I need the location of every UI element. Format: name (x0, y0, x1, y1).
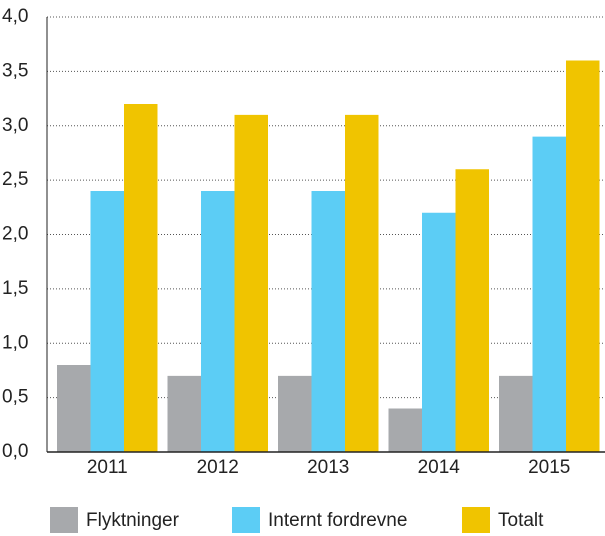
bar (234, 114, 268, 452)
x-tick-label: 2014 (418, 457, 461, 478)
y-tick-label: 4,0 (2, 6, 28, 27)
bar (57, 365, 91, 452)
legend-label: Internt fordrevne (268, 510, 407, 531)
bar (388, 408, 422, 452)
legend-swatch (232, 507, 260, 533)
bar (345, 114, 379, 452)
x-tick-label: 2015 (528, 457, 570, 478)
bar (422, 212, 456, 452)
bar (566, 60, 600, 452)
bar (455, 169, 489, 452)
y-tick-label: 2,5 (2, 169, 28, 190)
bar (499, 375, 533, 452)
bar (124, 104, 158, 452)
y-tick-label: 2,0 (2, 224, 28, 245)
bar (167, 375, 201, 452)
bar (90, 191, 124, 452)
y-tick-label: 1,5 (2, 278, 28, 299)
legend-label: Totalt (498, 510, 544, 531)
bar (201, 191, 235, 452)
x-tick-label: 2011 (87, 457, 128, 478)
y-tick-label: 0,5 (2, 387, 28, 408)
x-tick-label: 2013 (307, 457, 349, 478)
bar (532, 136, 566, 452)
y-tick-label: 3,5 (2, 60, 28, 81)
y-tick-label: 3,0 (2, 115, 28, 136)
y-tick-label: 0,0 (2, 441, 28, 462)
bar (278, 375, 312, 452)
legend-label: Flyktninger (86, 510, 180, 531)
x-tick-label: 2012 (197, 457, 239, 478)
y-tick-label: 1,0 (2, 332, 28, 353)
bar (311, 191, 345, 452)
legend-swatch (462, 507, 490, 533)
legend-swatch (50, 507, 78, 533)
